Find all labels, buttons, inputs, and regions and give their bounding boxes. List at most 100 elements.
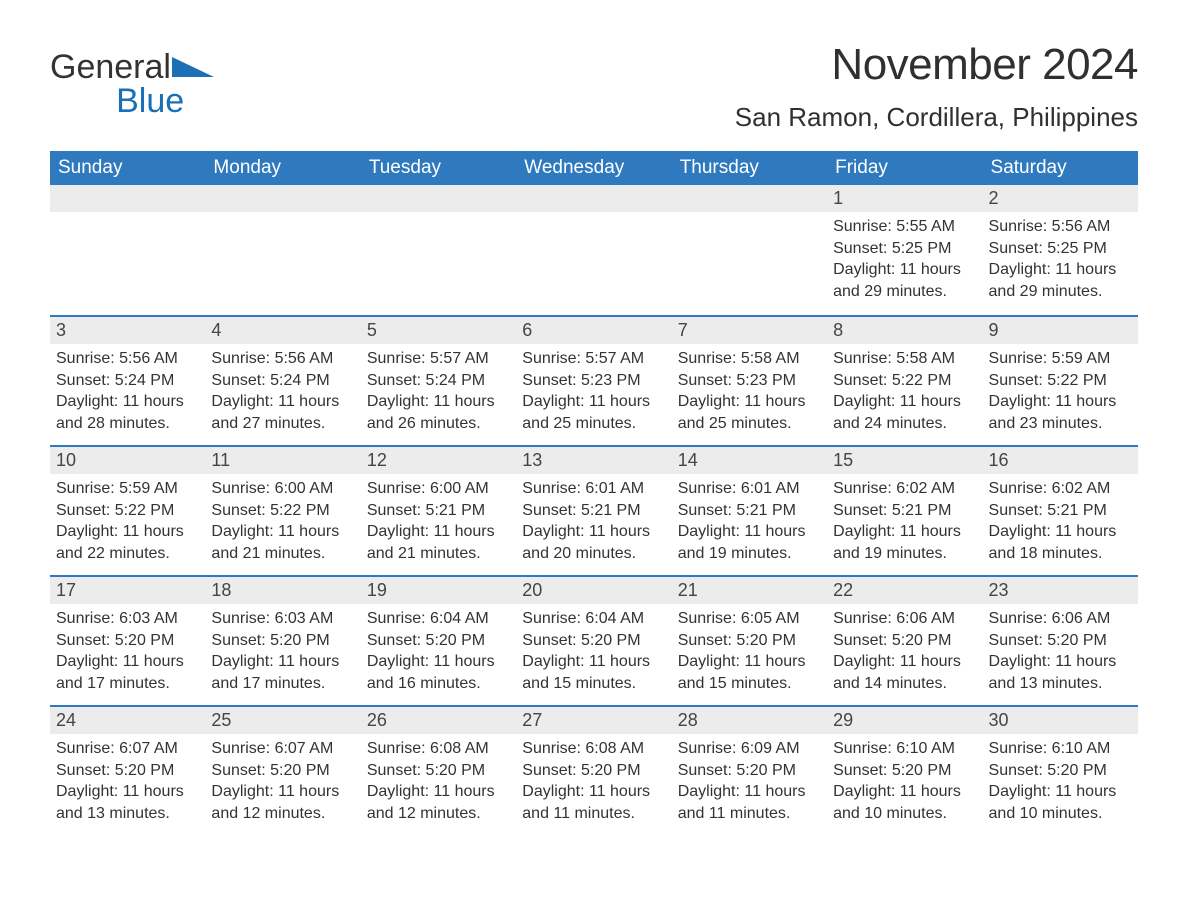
daylight-line: Daylight: 11 hours and 12 minutes. xyxy=(211,781,354,824)
sunset-line: Sunset: 5:25 PM xyxy=(989,238,1132,260)
day-info: Sunrise: 6:06 AMSunset: 5:20 PMDaylight:… xyxy=(983,604,1138,700)
daylight-line: Daylight: 11 hours and 27 minutes. xyxy=(211,391,354,434)
calendar-cell: 10Sunrise: 5:59 AMSunset: 5:22 PMDayligh… xyxy=(50,445,205,575)
daylight-line: Daylight: 11 hours and 17 minutes. xyxy=(56,651,199,694)
sunrise-line: Sunrise: 6:02 AM xyxy=(833,478,976,500)
day-info: Sunrise: 6:02 AMSunset: 5:21 PMDaylight:… xyxy=(827,474,982,570)
sunrise-line: Sunrise: 6:04 AM xyxy=(522,608,665,630)
day-info: Sunrise: 5:56 AMSunset: 5:25 PMDaylight:… xyxy=(983,212,1138,308)
day-number-bar: 11 xyxy=(205,445,360,474)
logo-triangle-icon xyxy=(171,50,215,84)
weekday-header: Friday xyxy=(827,151,982,185)
sunset-line: Sunset: 5:20 PM xyxy=(211,760,354,782)
daylight-line: Daylight: 11 hours and 10 minutes. xyxy=(989,781,1132,824)
daylight-line: Daylight: 11 hours and 29 minutes. xyxy=(833,259,976,302)
daylight-line: Daylight: 11 hours and 12 minutes. xyxy=(367,781,510,824)
sunset-line: Sunset: 5:22 PM xyxy=(56,500,199,522)
day-number-bar: 13 xyxy=(516,445,671,474)
weekday-header: Thursday xyxy=(672,151,827,185)
day-number-bar: 6 xyxy=(516,315,671,344)
day-number-bar: 18 xyxy=(205,575,360,604)
title-block: November 2024 San Ramon, Cordillera, Phi… xyxy=(735,40,1138,139)
day-number-bar: . xyxy=(361,185,516,212)
calendar-week: .....1Sunrise: 5:55 AMSunset: 5:25 PMDay… xyxy=(50,185,1138,315)
weekday-header: Monday xyxy=(205,151,360,185)
calendar-cell: 20Sunrise: 6:04 AMSunset: 5:20 PMDayligh… xyxy=(516,575,671,705)
sunrise-line: Sunrise: 6:04 AM xyxy=(367,608,510,630)
day-info: Sunrise: 5:56 AMSunset: 5:24 PMDaylight:… xyxy=(205,344,360,440)
day-number-bar: 10 xyxy=(50,445,205,474)
day-info: Sunrise: 6:00 AMSunset: 5:21 PMDaylight:… xyxy=(361,474,516,570)
daylight-line: Daylight: 11 hours and 24 minutes. xyxy=(833,391,976,434)
day-number-bar: 21 xyxy=(672,575,827,604)
day-number-bar: 24 xyxy=(50,705,205,734)
weekday-header: Saturday xyxy=(983,151,1138,185)
day-number-bar: . xyxy=(50,185,205,212)
sunset-line: Sunset: 5:20 PM xyxy=(522,630,665,652)
calendar-cell: 4Sunrise: 5:56 AMSunset: 5:24 PMDaylight… xyxy=(205,315,360,445)
calendar-cell: 25Sunrise: 6:07 AMSunset: 5:20 PMDayligh… xyxy=(205,705,360,835)
daylight-line: Daylight: 11 hours and 19 minutes. xyxy=(833,521,976,564)
day-number-bar: 25 xyxy=(205,705,360,734)
day-info: Sunrise: 6:07 AMSunset: 5:20 PMDaylight:… xyxy=(205,734,360,830)
calendar-cell: 19Sunrise: 6:04 AMSunset: 5:20 PMDayligh… xyxy=(361,575,516,705)
calendar-week: 17Sunrise: 6:03 AMSunset: 5:20 PMDayligh… xyxy=(50,575,1138,705)
sunrise-line: Sunrise: 6:01 AM xyxy=(678,478,821,500)
weekday-header: Tuesday xyxy=(361,151,516,185)
day-info: Sunrise: 6:03 AMSunset: 5:20 PMDaylight:… xyxy=(50,604,205,700)
daylight-line: Daylight: 11 hours and 29 minutes. xyxy=(989,259,1132,302)
day-number-bar: 23 xyxy=(983,575,1138,604)
calendar-cell: 26Sunrise: 6:08 AMSunset: 5:20 PMDayligh… xyxy=(361,705,516,835)
sunset-line: Sunset: 5:22 PM xyxy=(211,500,354,522)
sunrise-line: Sunrise: 5:57 AM xyxy=(367,348,510,370)
day-info: Sunrise: 5:55 AMSunset: 5:25 PMDaylight:… xyxy=(827,212,982,308)
daylight-line: Daylight: 11 hours and 21 minutes. xyxy=(211,521,354,564)
day-number-bar: 8 xyxy=(827,315,982,344)
daylight-line: Daylight: 11 hours and 25 minutes. xyxy=(522,391,665,434)
day-number-bar: 27 xyxy=(516,705,671,734)
sunset-line: Sunset: 5:24 PM xyxy=(211,370,354,392)
sunset-line: Sunset: 5:20 PM xyxy=(678,630,821,652)
daylight-line: Daylight: 11 hours and 11 minutes. xyxy=(678,781,821,824)
calendar-cell: . xyxy=(516,185,671,315)
month-title: November 2024 xyxy=(735,40,1138,90)
daylight-line: Daylight: 11 hours and 13 minutes. xyxy=(56,781,199,824)
sunset-line: Sunset: 5:20 PM xyxy=(989,630,1132,652)
day-number-bar: 30 xyxy=(983,705,1138,734)
sunset-line: Sunset: 5:20 PM xyxy=(833,630,976,652)
day-number-bar: 2 xyxy=(983,185,1138,212)
daylight-line: Daylight: 11 hours and 25 minutes. xyxy=(678,391,821,434)
calendar-cell: 12Sunrise: 6:00 AMSunset: 5:21 PMDayligh… xyxy=(361,445,516,575)
weekday-header: Sunday xyxy=(50,151,205,185)
day-number-bar: 26 xyxy=(361,705,516,734)
sunset-line: Sunset: 5:20 PM xyxy=(522,760,665,782)
sunrise-line: Sunrise: 6:00 AM xyxy=(367,478,510,500)
sunrise-line: Sunrise: 5:59 AM xyxy=(56,478,199,500)
day-info: Sunrise: 6:04 AMSunset: 5:20 PMDaylight:… xyxy=(516,604,671,700)
sunrise-line: Sunrise: 6:02 AM xyxy=(989,478,1132,500)
daylight-line: Daylight: 11 hours and 26 minutes. xyxy=(367,391,510,434)
weekday-row: SundayMondayTuesdayWednesdayThursdayFrid… xyxy=(50,151,1138,185)
daylight-line: Daylight: 11 hours and 10 minutes. xyxy=(833,781,976,824)
calendar-cell: 7Sunrise: 5:58 AMSunset: 5:23 PMDaylight… xyxy=(672,315,827,445)
day-number-bar: 16 xyxy=(983,445,1138,474)
daylight-line: Daylight: 11 hours and 15 minutes. xyxy=(678,651,821,694)
day-info: Sunrise: 6:03 AMSunset: 5:20 PMDaylight:… xyxy=(205,604,360,700)
day-info: Sunrise: 6:08 AMSunset: 5:20 PMDaylight:… xyxy=(361,734,516,830)
sunset-line: Sunset: 5:21 PM xyxy=(367,500,510,522)
day-info: Sunrise: 5:57 AMSunset: 5:23 PMDaylight:… xyxy=(516,344,671,440)
sunrise-line: Sunrise: 6:07 AM xyxy=(211,738,354,760)
calendar-cell: 28Sunrise: 6:09 AMSunset: 5:20 PMDayligh… xyxy=(672,705,827,835)
day-number-bar: 4 xyxy=(205,315,360,344)
sunrise-line: Sunrise: 5:56 AM xyxy=(989,216,1132,238)
calendar-cell: 18Sunrise: 6:03 AMSunset: 5:20 PMDayligh… xyxy=(205,575,360,705)
sunset-line: Sunset: 5:21 PM xyxy=(989,500,1132,522)
daylight-line: Daylight: 11 hours and 14 minutes. xyxy=(833,651,976,694)
daylight-line: Daylight: 11 hours and 23 minutes. xyxy=(989,391,1132,434)
sunrise-line: Sunrise: 6:10 AM xyxy=(989,738,1132,760)
sunrise-line: Sunrise: 5:56 AM xyxy=(56,348,199,370)
sunset-line: Sunset: 5:20 PM xyxy=(56,630,199,652)
sunset-line: Sunset: 5:20 PM xyxy=(56,760,199,782)
sunset-line: Sunset: 5:21 PM xyxy=(522,500,665,522)
sunset-line: Sunset: 5:21 PM xyxy=(833,500,976,522)
